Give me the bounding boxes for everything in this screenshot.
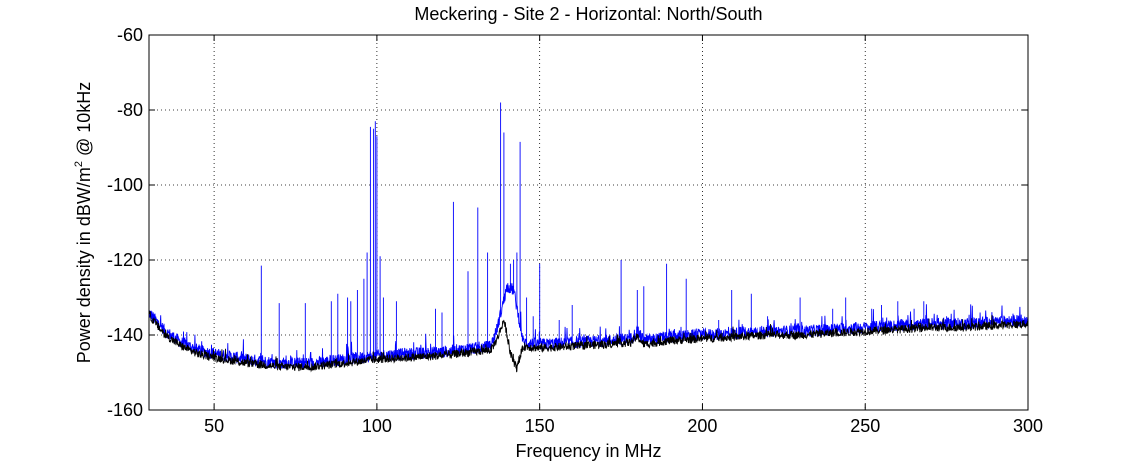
y-tick-label: -60 <box>117 25 143 45</box>
x-tick-label: 200 <box>687 416 717 436</box>
y-axis-label-suffix: @ 10kHz <box>74 82 94 161</box>
plot-frame <box>148 34 1029 411</box>
y-axis-label-superscript: 2 <box>73 161 85 167</box>
grid-lines <box>149 35 1028 410</box>
x-axis-label: Frequency in MHz <box>515 441 661 461</box>
axis-ticks: 50 100 150 200 250 300 -160 -140 -120 -100 -80 -60 <box>107 25 1043 436</box>
y-tick-label: -80 <box>117 100 143 120</box>
x-tick-label: 300 <box>1013 416 1043 436</box>
x-tick-label: 50 <box>204 416 224 436</box>
y-tick-label: -160 <box>107 400 143 420</box>
y-axis-label: Power density in dBW/m2 @ 10kHz <box>73 82 94 364</box>
y-axis-label-prefix: Power density in dBW/m <box>74 167 94 363</box>
y-tick-label: -120 <box>107 250 143 270</box>
x-tick-label: 100 <box>362 416 392 436</box>
y-tick-label: -100 <box>107 175 143 195</box>
series-group <box>148 102 1029 373</box>
x-tick-label: 150 <box>525 416 555 436</box>
y-tick-label: -140 <box>107 325 143 345</box>
chart-title: Meckering - Site 2 - Horizontal: North/S… <box>414 4 762 24</box>
series-line-average <box>148 310 1029 373</box>
x-tick-label: 250 <box>850 416 880 436</box>
series-line-peak <box>148 102 1029 370</box>
